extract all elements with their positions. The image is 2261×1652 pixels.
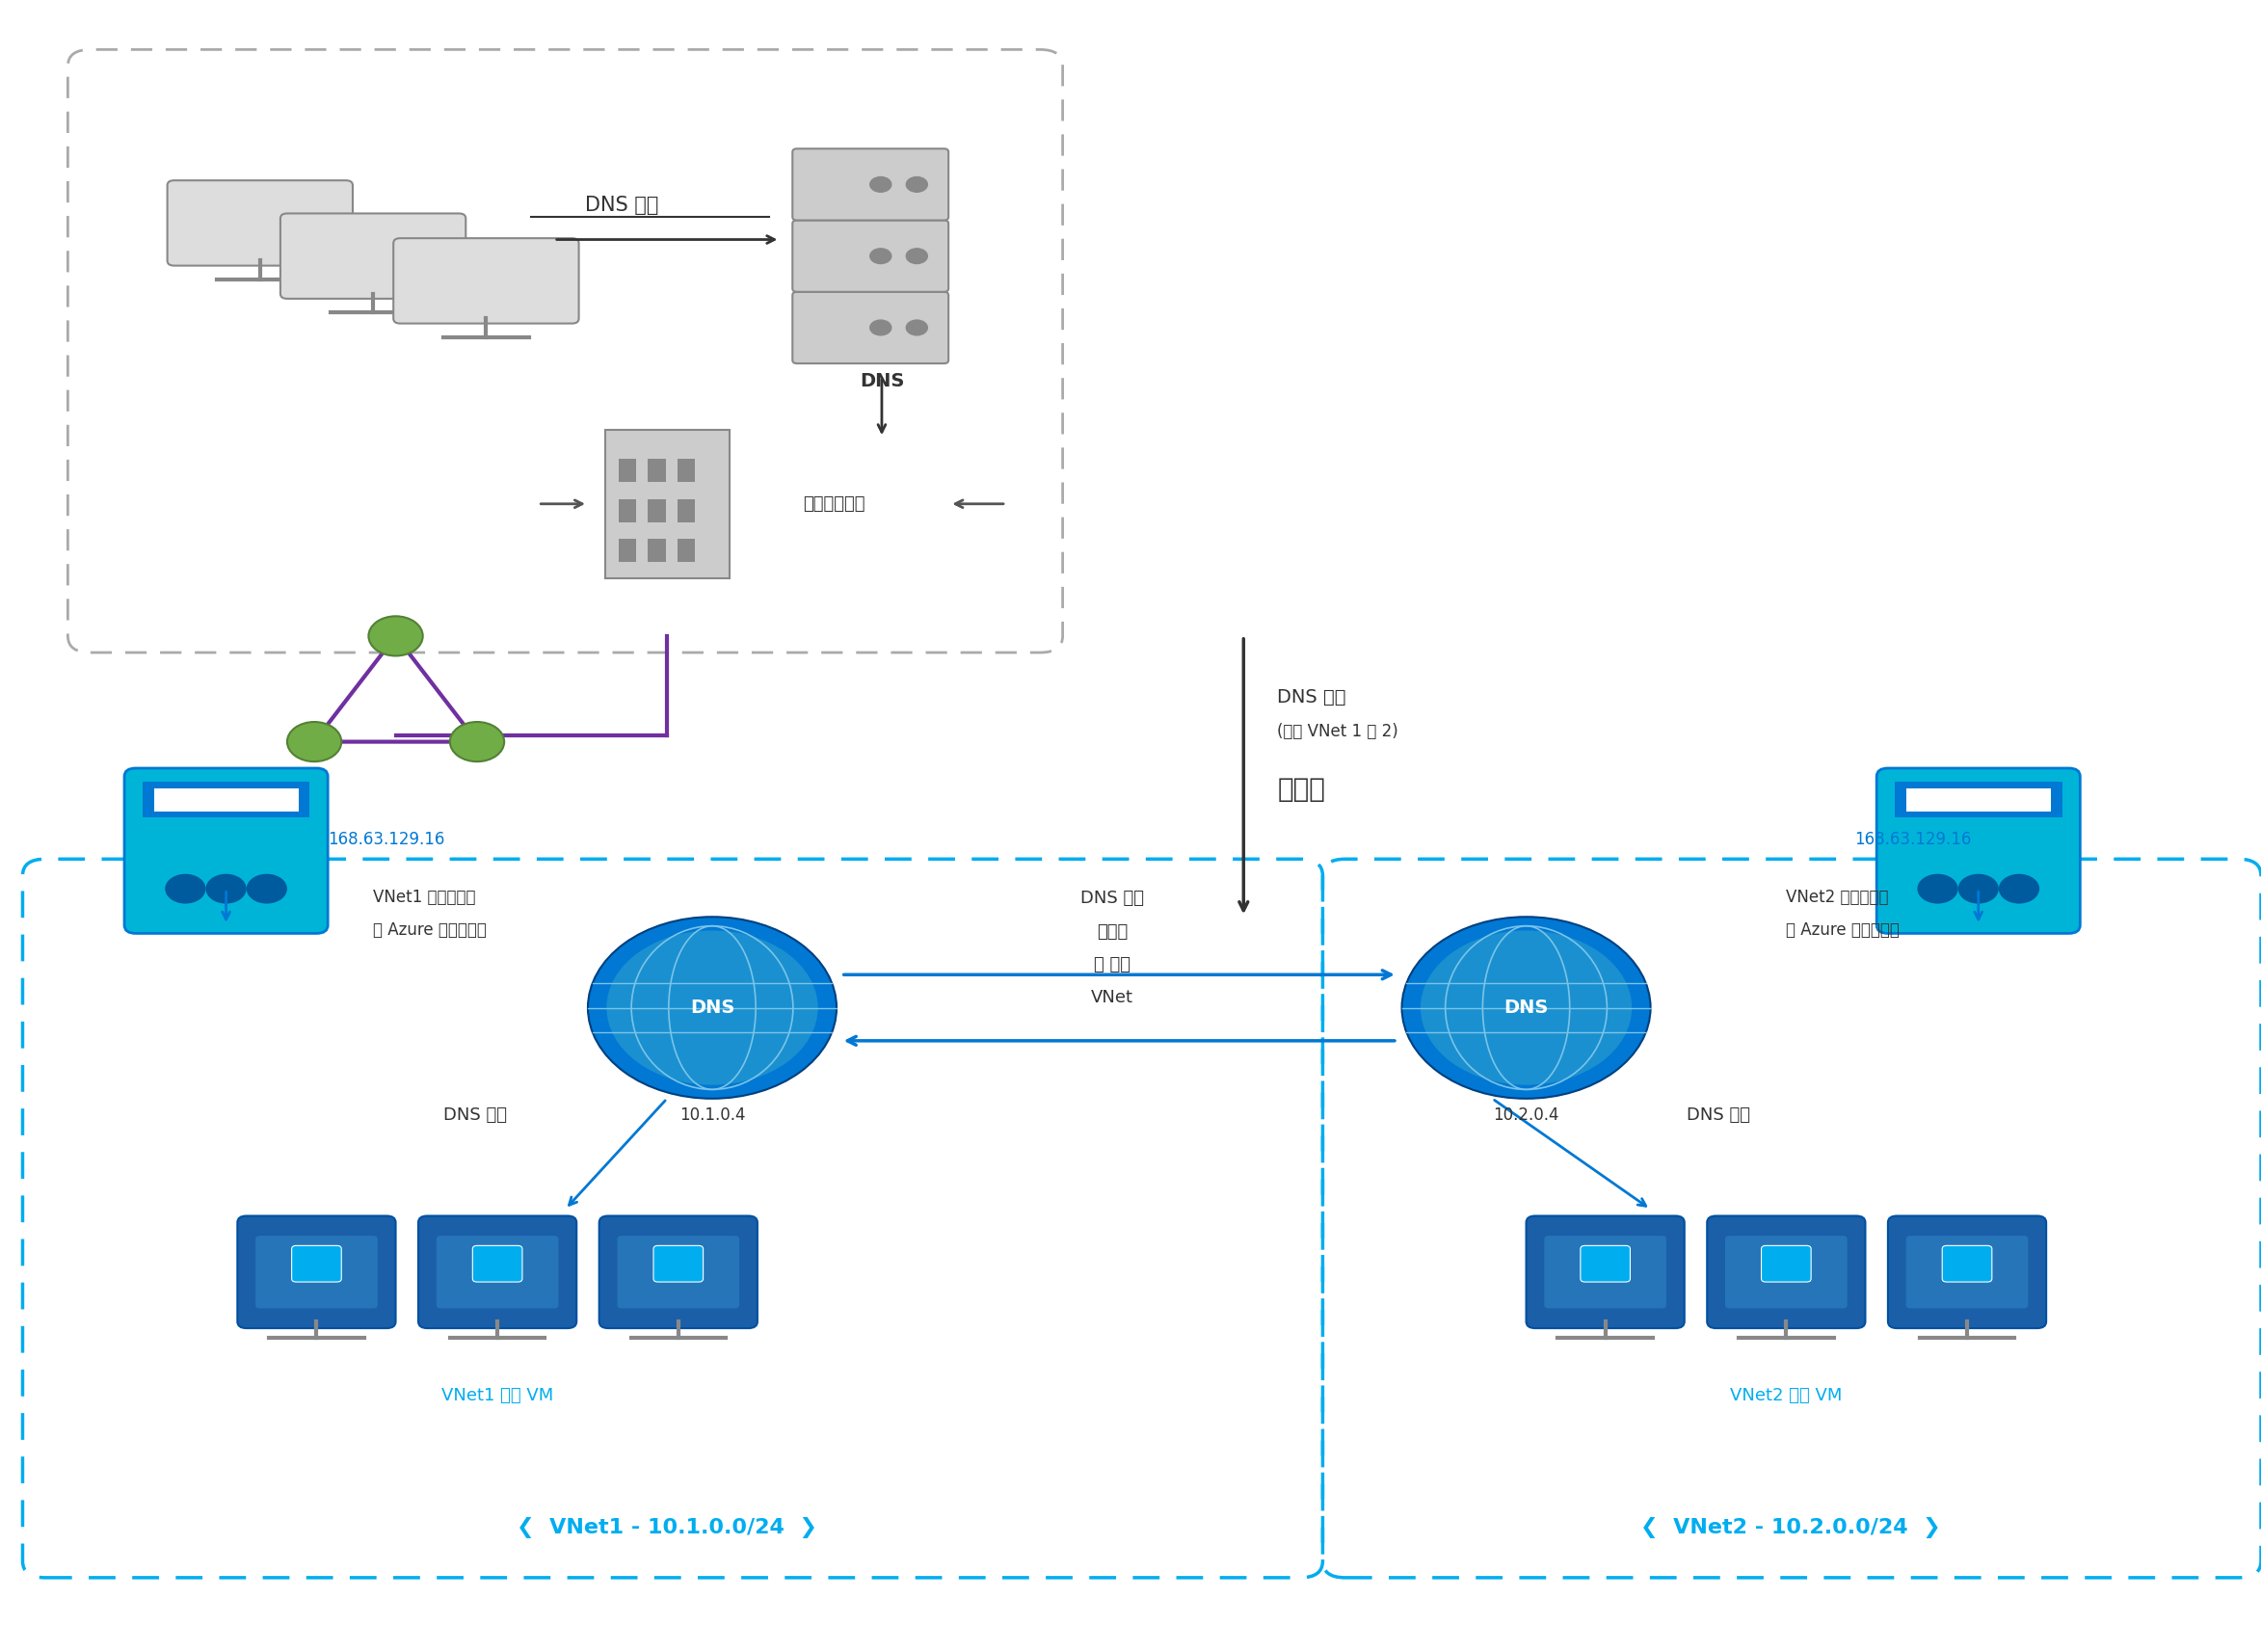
Circle shape [1999, 874, 2039, 904]
Circle shape [904, 248, 927, 264]
FancyBboxPatch shape [1942, 1246, 1992, 1282]
Text: 在 之間: 在 之間 [1094, 957, 1130, 973]
FancyBboxPatch shape [1906, 1236, 2028, 1308]
Text: 至 Azure 以進行解析: 至 Azure 以進行解析 [1786, 922, 1899, 938]
FancyBboxPatch shape [473, 1246, 522, 1282]
FancyBboxPatch shape [1725, 1236, 1847, 1308]
FancyBboxPatch shape [255, 1236, 378, 1308]
Circle shape [588, 917, 837, 1099]
FancyBboxPatch shape [1895, 781, 2062, 818]
FancyBboxPatch shape [124, 768, 328, 933]
FancyBboxPatch shape [794, 149, 950, 220]
FancyBboxPatch shape [617, 499, 638, 522]
FancyBboxPatch shape [418, 1216, 577, 1328]
FancyBboxPatch shape [678, 499, 696, 522]
Text: DNS 查詢: DNS 查詢 [443, 1107, 506, 1123]
FancyBboxPatch shape [1906, 788, 2051, 811]
FancyBboxPatch shape [653, 1246, 703, 1282]
FancyBboxPatch shape [617, 539, 638, 562]
Text: DNS: DNS [690, 998, 735, 1018]
Circle shape [606, 930, 818, 1085]
Text: (屬於 VNet 1 或 2): (屬於 VNet 1 或 2) [1277, 724, 1400, 740]
FancyBboxPatch shape [167, 180, 353, 266]
FancyBboxPatch shape [617, 1236, 739, 1308]
FancyBboxPatch shape [794, 220, 950, 292]
Circle shape [868, 248, 891, 264]
Text: 10.1.0.4: 10.1.0.4 [678, 1107, 746, 1125]
FancyBboxPatch shape [154, 788, 298, 811]
Text: ❮  VNet2 - 10.2.0.0/24  ❯: ❮ VNet2 - 10.2.0.0/24 ❯ [1641, 1518, 1940, 1538]
FancyBboxPatch shape [237, 1216, 396, 1328]
FancyBboxPatch shape [292, 1246, 341, 1282]
FancyBboxPatch shape [1526, 1216, 1684, 1328]
Text: VNet1 中的 VM: VNet1 中的 VM [441, 1388, 554, 1404]
Circle shape [165, 874, 206, 904]
Text: VNet2 的查詢傳送: VNet2 的查詢傳送 [1786, 889, 1888, 905]
Text: 10.2.0.4: 10.2.0.4 [1492, 1107, 1560, 1125]
Text: 在內部部署上: 在內部部署上 [803, 496, 864, 512]
FancyBboxPatch shape [647, 459, 665, 482]
Circle shape [904, 319, 927, 335]
FancyBboxPatch shape [794, 292, 950, 363]
FancyBboxPatch shape [280, 213, 466, 299]
FancyBboxPatch shape [678, 539, 696, 562]
Text: DNS 查詢: DNS 查詢 [1081, 890, 1144, 907]
Text: 已轉送: 已轉送 [1097, 923, 1128, 940]
Circle shape [246, 874, 287, 904]
Text: DNS 查詢: DNS 查詢 [1687, 1107, 1750, 1123]
FancyBboxPatch shape [1888, 1216, 2046, 1328]
Circle shape [206, 874, 246, 904]
Text: 至 Azure 以進行解析: 至 Azure 以進行解析 [373, 922, 486, 938]
Circle shape [1958, 874, 1999, 904]
FancyBboxPatch shape [678, 459, 696, 482]
Text: ❮  VNet1 - 10.1.0.0/24  ❯: ❮ VNet1 - 10.1.0.0/24 ❯ [518, 1518, 816, 1538]
Circle shape [904, 177, 927, 193]
FancyBboxPatch shape [1761, 1246, 1811, 1282]
FancyBboxPatch shape [142, 781, 310, 818]
Circle shape [287, 722, 341, 762]
Circle shape [1402, 917, 1651, 1099]
Circle shape [1917, 874, 1958, 904]
Text: 168.63.129.16: 168.63.129.16 [328, 831, 445, 847]
Circle shape [369, 616, 423, 656]
FancyBboxPatch shape [1877, 768, 2080, 933]
Text: VNet2 中的 VM: VNet2 中的 VM [1730, 1388, 1843, 1404]
FancyBboxPatch shape [436, 1236, 558, 1308]
Text: 會轉送: 會轉送 [1277, 776, 1325, 803]
Circle shape [1420, 930, 1632, 1085]
Text: DNS 查詢: DNS 查詢 [1277, 687, 1345, 707]
Circle shape [868, 319, 891, 335]
Circle shape [450, 722, 504, 762]
FancyBboxPatch shape [647, 499, 665, 522]
FancyBboxPatch shape [1707, 1216, 1865, 1328]
Text: DNS 查詢: DNS 查詢 [586, 195, 658, 215]
FancyBboxPatch shape [1544, 1236, 1666, 1308]
FancyBboxPatch shape [617, 459, 638, 482]
FancyBboxPatch shape [1580, 1246, 1630, 1282]
FancyBboxPatch shape [393, 238, 579, 324]
FancyBboxPatch shape [647, 539, 665, 562]
Text: VNet1 的查詢傳送: VNet1 的查詢傳送 [373, 889, 475, 905]
Circle shape [868, 177, 891, 193]
FancyBboxPatch shape [604, 430, 728, 578]
FancyBboxPatch shape [599, 1216, 757, 1328]
Text: 168.63.129.16: 168.63.129.16 [1854, 831, 1972, 847]
Text: DNS: DNS [1504, 998, 1549, 1018]
Text: DNS: DNS [859, 372, 904, 390]
Text: VNet: VNet [1092, 990, 1133, 1006]
